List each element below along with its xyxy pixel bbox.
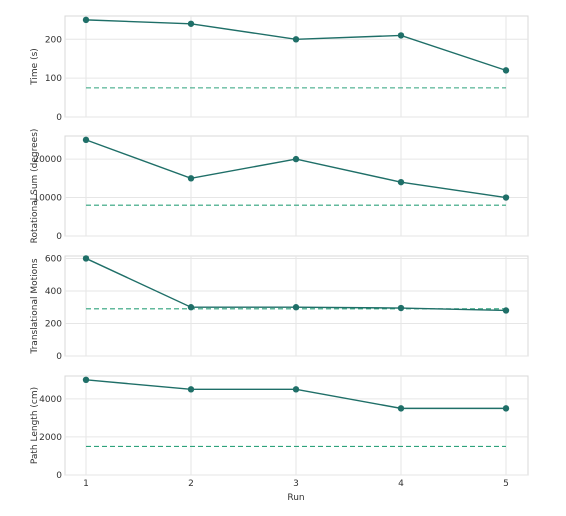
panel-4-data-point-3 <box>292 386 300 393</box>
panel-2-data-point-5 <box>502 194 510 201</box>
panel-3-data-point-3 <box>292 304 300 311</box>
panel-3-y-axis-label: Translational Motions <box>30 258 40 354</box>
x-tick-label-1: 1 <box>83 479 89 489</box>
panel-4-data-point-4 <box>397 405 405 412</box>
panel-4-y-tick-label-3: 4000 <box>39 395 62 405</box>
panel-1-data-point-3 <box>292 36 300 43</box>
panel-2-data-point-3 <box>292 155 300 163</box>
panel-3-data-point-5 <box>502 307 510 314</box>
panel-4-y-tick-label-1: 0 <box>56 471 62 481</box>
panel-2-y-axis-label: Rotational Sum (degrees) <box>30 129 40 244</box>
x-tick-label-2: 2 <box>188 479 194 489</box>
x-tick-label-3: 3 <box>293 479 299 489</box>
panel-4-y-axis-label: Path Length (cm) <box>30 387 40 464</box>
x-tick-label-5: 5 <box>503 479 509 489</box>
panel-1-data-point-1 <box>82 16 90 24</box>
panel-3-data-point-4 <box>397 304 405 312</box>
panel-4-data-point-1 <box>82 376 90 384</box>
x-tick-label-4: 4 <box>398 479 404 489</box>
panel-4-data-point-2 <box>187 386 195 393</box>
panel-1-data-point-4 <box>397 32 405 39</box>
panel-3-y-tick-label-4: 600 <box>45 254 62 264</box>
panel-1-data-point-5 <box>502 67 510 74</box>
panel-2-y-tick-label-3: 20000 <box>33 155 62 165</box>
panel-3-y-tick-label-2: 200 <box>45 319 62 329</box>
panel-3-data-point-2 <box>187 304 195 311</box>
panel-1-y-axis-label: Time (s) <box>30 48 40 86</box>
panel-2-data-point-4 <box>397 178 405 186</box>
panel-2-data-point-1 <box>82 136 90 144</box>
panel-2-y-tick-label-2: 10000 <box>33 194 62 204</box>
panel-1-y-tick-label-2: 100 <box>45 74 62 84</box>
panel-2-y-tick-label-1: 0 <box>56 232 62 242</box>
panel-3-y-tick-label-1: 0 <box>56 352 62 362</box>
panel-4-y-tick-label-2: 2000 <box>39 433 62 443</box>
panel-1-y-tick-label-1: 0 <box>56 113 62 123</box>
panel-3-y-tick-label-3: 400 <box>45 287 62 297</box>
x-axis-label: Run <box>287 493 304 503</box>
panel-1-y-tick-label-3: 200 <box>45 35 62 45</box>
panel-4-data-point-5 <box>502 405 510 412</box>
panel-1-data-point-2 <box>187 20 195 27</box>
panel-3-data-point-1 <box>82 255 90 262</box>
panel-2-data-point-2 <box>187 175 195 182</box>
